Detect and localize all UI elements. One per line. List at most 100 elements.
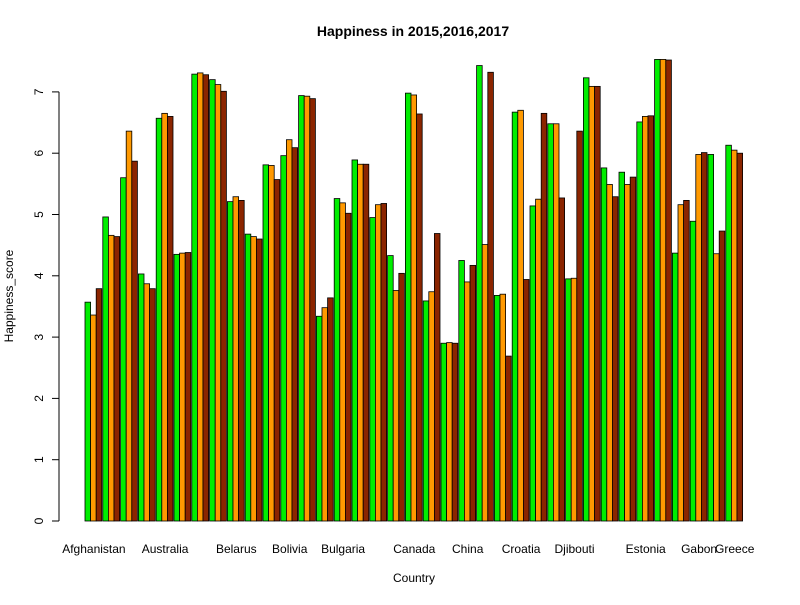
x-category-label-9: Estonia xyxy=(626,542,666,556)
bar-series1-group14 xyxy=(333,198,341,522)
bar-series2-group35 xyxy=(713,253,720,522)
bar-series1-group0 xyxy=(84,301,91,522)
bar-series1-group1 xyxy=(102,216,109,522)
bar-series3-group24 xyxy=(523,279,530,522)
bar-series3-group22 xyxy=(487,71,494,522)
bar-series1-group28 xyxy=(583,77,590,522)
bar-series2-group18 xyxy=(410,94,417,522)
bar-series1-group3 xyxy=(137,273,145,522)
bar-series3-group34 xyxy=(701,152,708,522)
bar-series3-group29 xyxy=(612,196,619,522)
y-tick-label-5: 5 xyxy=(32,211,46,218)
bar-series3-group18 xyxy=(416,113,423,522)
bar-series3-group0 xyxy=(95,288,103,522)
bar-series1-group32 xyxy=(654,59,661,522)
bar-series1-group11 xyxy=(280,155,287,522)
bar-series3-group17 xyxy=(398,272,405,522)
bar-series3-group3 xyxy=(149,288,156,522)
x-category-label-8: Djibouti xyxy=(554,542,594,556)
x-axis-label: Country xyxy=(393,571,435,585)
x-category-label-7: Croatia xyxy=(502,542,541,556)
bar-series1-group21 xyxy=(458,260,465,522)
y-tick-label-6: 6 xyxy=(32,150,46,157)
bar-series2-group20 xyxy=(446,342,453,522)
bar-series2-group26 xyxy=(553,123,560,522)
bar-series3-group36 xyxy=(736,152,743,522)
y-tick-label-7: 7 xyxy=(32,88,46,95)
bar-series3-group5 xyxy=(184,252,192,522)
bar-series2-group21 xyxy=(463,281,471,522)
bar-series1-group4 xyxy=(155,117,163,522)
bar-series3-group10 xyxy=(273,179,281,522)
bar-series1-group29 xyxy=(600,167,608,522)
bar-series3-group27 xyxy=(576,130,583,522)
bar-series1-group36 xyxy=(725,144,732,522)
bar-series2-group31 xyxy=(642,116,649,522)
x-category-label-3: Bolivia xyxy=(272,542,308,556)
x-category-label-10: Gabon xyxy=(681,542,717,556)
bar-series2-group6 xyxy=(196,72,204,522)
bar-series2-group12 xyxy=(303,95,311,522)
bar-series2-group30 xyxy=(624,184,631,522)
x-category-label-1: Australia xyxy=(142,542,189,556)
bar-series2-group3 xyxy=(143,283,150,522)
bar-series1-group35 xyxy=(707,154,714,522)
bar-series2-group14 xyxy=(339,202,346,522)
bar-series3-group23 xyxy=(505,355,512,522)
bar-series2-group23 xyxy=(499,293,506,522)
y-axis-label: Happiness_score xyxy=(2,249,16,342)
bar-series3-group32 xyxy=(665,59,672,522)
category-labels: Afghanistan Australia Belarus Bolivia Bulgar… xyxy=(62,542,754,556)
bar-series3-group28 xyxy=(594,85,601,522)
bar-series3-group30 xyxy=(629,176,637,522)
bar-series2-group32 xyxy=(659,59,667,522)
bar-series2-group28 xyxy=(588,85,595,522)
bar-series1-group6 xyxy=(191,73,198,522)
bar-series1-group7 xyxy=(209,79,216,522)
y-tick-label-3: 3 xyxy=(32,333,46,340)
bar-series3-group1 xyxy=(113,236,120,522)
bar-series1-group10 xyxy=(262,164,269,522)
bar-series2-group34 xyxy=(695,154,702,522)
bar-series2-group22 xyxy=(481,244,489,522)
bar-series1-group30 xyxy=(618,171,625,522)
bar-series2-group25 xyxy=(535,198,542,522)
bar-series2-group7 xyxy=(214,84,222,522)
bar-series3-group35 xyxy=(718,230,726,522)
bar-series2-group33 xyxy=(677,204,684,522)
bar-series3-group13 xyxy=(327,297,334,522)
bar-series3-group4 xyxy=(166,116,174,522)
bar-series1-group2 xyxy=(120,177,127,522)
bar-series1-group8 xyxy=(226,201,234,522)
y-tick-label-4: 4 xyxy=(32,272,46,279)
y-tick-label-0: 0 xyxy=(32,517,46,524)
bar-series3-group14 xyxy=(344,212,352,522)
bar-series1-group22 xyxy=(476,65,483,522)
bar-series2-group27 xyxy=(570,277,578,522)
bar-series2-group24 xyxy=(517,109,524,522)
bar-series3-group9 xyxy=(255,238,263,522)
bar-series3-group8 xyxy=(238,199,245,522)
bar-series3-group31 xyxy=(647,115,654,522)
bar-series1-group19 xyxy=(422,300,430,522)
x-category-label-4: Bulgaria xyxy=(321,542,365,556)
bar-series2-group16 xyxy=(374,204,382,522)
bar-series1-group31 xyxy=(636,121,643,522)
x-category-label-11: Greece xyxy=(715,542,755,556)
x-category-label-5: Canada xyxy=(393,542,435,556)
bar-series2-group5 xyxy=(179,252,186,522)
bar-series2-group15 xyxy=(357,163,364,522)
bar-series1-group23 xyxy=(493,295,501,522)
x-category-label-2: Belarus xyxy=(216,542,257,556)
bar-series3-group19 xyxy=(433,233,441,522)
bar-series1-group17 xyxy=(387,255,394,522)
bar-series3-group26 xyxy=(558,197,565,522)
bar-series3-group6 xyxy=(202,74,209,522)
bar-series1-group24 xyxy=(511,111,519,522)
bars-layer xyxy=(84,59,743,522)
bar-series1-group20 xyxy=(440,342,447,522)
bar-series1-group9 xyxy=(244,233,252,522)
bar-series3-group15 xyxy=(362,163,370,522)
bar-series2-group10 xyxy=(268,165,275,522)
y-axis: 0 1 2 3 4 5 6 7 xyxy=(32,88,60,524)
